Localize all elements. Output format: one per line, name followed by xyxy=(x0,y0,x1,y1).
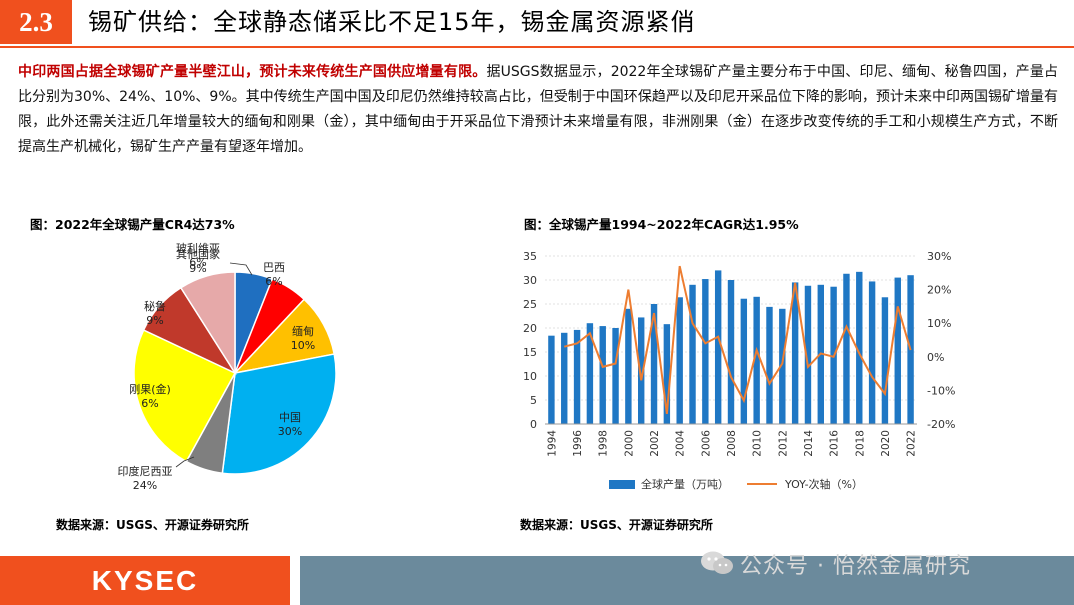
combo-chart-source: 数据来源：USGS、开源证券研究所 xyxy=(520,518,713,532)
bar xyxy=(650,304,658,424)
kysec-logo: KYSEC xyxy=(91,565,199,596)
x-tick-label: 2010 xyxy=(752,430,764,457)
y-right-tick-label: -10% xyxy=(927,384,955,397)
y-right-tick-label: 30% xyxy=(927,250,951,263)
bar xyxy=(714,270,722,424)
bar xyxy=(612,328,619,424)
pie-data-label: 刚果(金) 6% xyxy=(129,382,171,410)
bar xyxy=(561,332,568,424)
pie-data-label: 印度尼西亚 24% xyxy=(118,464,173,492)
pie-data-label: 其他国家 9% xyxy=(176,247,220,275)
combo-chart-title: 图：全球锡产量1994~2022年CAGR达1.95% xyxy=(524,217,799,232)
pie-data-label: 中国 30% xyxy=(278,411,302,438)
y-left-tick-label: 35 xyxy=(523,250,537,263)
pie-leader-line xyxy=(175,456,195,468)
bar xyxy=(804,285,812,424)
y-left-tick-label: 30 xyxy=(523,274,537,287)
y-left-tick-label: 0 xyxy=(530,418,537,431)
x-tick-label: 2012 xyxy=(777,430,789,457)
header-divider xyxy=(0,46,1074,48)
x-tick-label: 1994 xyxy=(546,430,558,457)
legend-swatch-bar xyxy=(609,480,635,489)
bar xyxy=(663,324,671,424)
bar xyxy=(599,326,606,424)
x-tick-label: 2000 xyxy=(623,430,635,457)
x-tick-label: 2022 xyxy=(906,430,918,457)
section-number: 2.3 xyxy=(0,0,72,44)
x-tick-label: 2008 xyxy=(726,430,738,457)
pie-chart-source: 数据来源：USGS、开源证券研究所 xyxy=(56,518,249,532)
slide-title: 锡矿供给：全球静态储采比不足15年，锡金属资源紧俏 xyxy=(88,8,696,36)
bar xyxy=(881,297,889,424)
bar xyxy=(573,329,581,424)
bar xyxy=(856,271,863,424)
combo-chart: 0 5 10 15 20 25 30 35 -20% -10% 0% 10% 20% 30% 1994 199… xyxy=(523,250,955,491)
bar xyxy=(548,335,555,424)
x-tick-label: 1998 xyxy=(598,430,610,457)
y-right-tick-label: 10% xyxy=(927,317,951,330)
bar xyxy=(586,323,594,424)
x-tick-label: 2020 xyxy=(880,430,892,457)
bar xyxy=(638,317,645,424)
x-tick-label: 1996 xyxy=(572,430,584,457)
bar xyxy=(625,308,632,424)
bar xyxy=(766,306,773,424)
y-right-tick-label: 20% xyxy=(927,284,951,297)
bar xyxy=(791,282,799,424)
wechat-icon xyxy=(701,551,733,574)
bar xyxy=(727,280,735,424)
x-tick-label: 2018 xyxy=(854,430,866,457)
pie-data-label: 巴西 6% xyxy=(263,261,285,288)
watermark-text: 公众号 · 怡然金属研究 xyxy=(740,554,971,579)
pie-data-label: 缅甸 10% xyxy=(291,324,315,352)
bar xyxy=(676,297,683,424)
pie-slice xyxy=(179,271,236,376)
pie-chart-title: 图：2022年全球锡产量CR4达73% xyxy=(30,217,235,232)
y-left-tick-label: 15 xyxy=(523,346,537,359)
pie-data-label: 玻利维亚 6% xyxy=(176,242,220,269)
y-right-tick-label: 0% xyxy=(927,351,944,364)
pie-slice xyxy=(133,328,237,463)
pie-chart: 巴西 6% 缅甸 10% 中国 30% 印度尼西亚 24% 刚果(金) 6% 秘鲁 9% 其他国家 9%玻… xyxy=(118,242,337,492)
y-left-tick-label: 10 xyxy=(523,370,537,383)
pie-data-label: 秘鲁 9% xyxy=(144,299,166,327)
bar xyxy=(753,296,760,424)
x-tick-label: 2016 xyxy=(829,430,841,457)
bar xyxy=(779,308,786,424)
intro-paragraph: 中印两国占据全球锡矿产量半壁江山，预计未来传统生产国供应增量有限。据USGS数据… xyxy=(18,60,1058,160)
intro-lead: 中印两国占据全球锡矿产量半壁江山，预计未来传统生产国供应增量有限。 xyxy=(18,64,487,80)
y-left-tick-label: 20 xyxy=(523,322,537,335)
bar xyxy=(689,284,696,424)
intro-body: 据USGS数据显示，2022年全球锡矿产量主要分布于中国、印尼、缅甸、秘鲁四国，… xyxy=(18,64,1059,155)
x-tick-label: 2014 xyxy=(803,430,815,457)
bar xyxy=(894,277,901,424)
yoy-line xyxy=(563,265,912,415)
x-tick-label: 2006 xyxy=(700,430,712,457)
footer-bar xyxy=(300,556,1074,605)
y-right-tick-label: -20% xyxy=(927,418,955,431)
y-left-tick-label: 5 xyxy=(530,394,537,407)
x-tick-label: 2004 xyxy=(675,430,687,457)
pie-leader-line xyxy=(229,262,253,276)
y-left-tick-label: 25 xyxy=(523,298,537,311)
bar xyxy=(702,279,709,424)
footer-brand-bar xyxy=(0,556,290,605)
x-tick-label: 2002 xyxy=(649,430,661,457)
legend-label: 全球产量（万吨） xyxy=(641,477,729,491)
bar xyxy=(868,281,876,424)
legend-label: YOY-次轴（%） xyxy=(784,477,863,491)
bar xyxy=(740,298,748,424)
bar xyxy=(843,273,850,424)
slide-header: 2.3 锡矿供给：全球静态储采比不足15年，锡金属资源紧俏 xyxy=(0,0,1074,46)
pie-slice xyxy=(221,353,337,475)
